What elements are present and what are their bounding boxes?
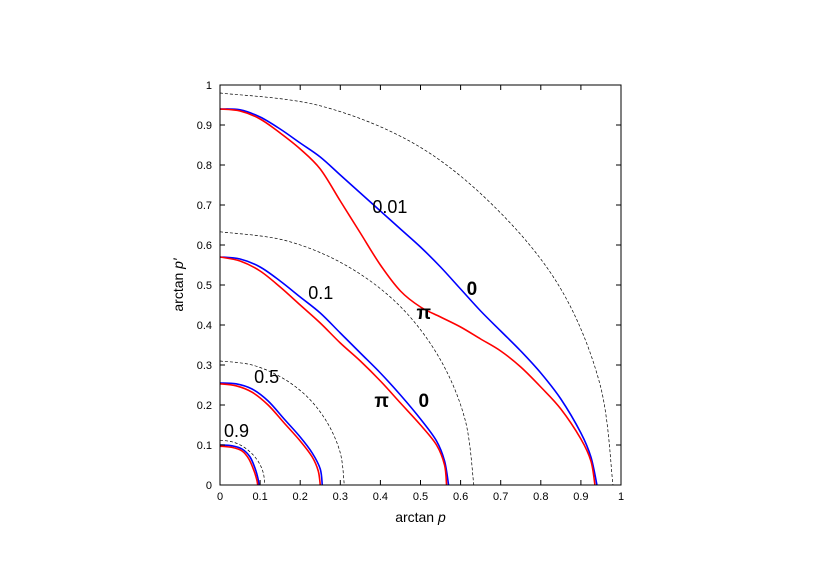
curve-zero-0_5	[219, 382, 324, 486]
x-tick-label: 1	[618, 491, 624, 503]
x-tick-label: 0.5	[413, 491, 428, 503]
y-tick-label: 0.3	[197, 360, 212, 372]
y-tick-label: 0.6	[197, 240, 212, 252]
curve-reference-0_1	[219, 231, 475, 486]
curve-pi-0_1	[219, 256, 448, 486]
curve-annotation: 0.5	[254, 367, 279, 387]
y-tick-label: 0.1	[197, 440, 212, 452]
y-tick-label: 0.7	[197, 200, 212, 212]
curve-pi-0_9	[219, 445, 259, 486]
curve-pi-0_01	[219, 108, 596, 486]
curve-reference-0_5	[219, 360, 345, 486]
x-tick-label: 0.8	[533, 491, 548, 503]
y-tick-label: 0.2	[197, 400, 212, 412]
y-tick-label: 0.4	[197, 320, 212, 332]
y-tick-label: 1	[206, 80, 212, 92]
curve-annotation: π	[416, 303, 431, 324]
curves-layer	[219, 92, 614, 486]
curve-zero-0_1	[219, 256, 450, 486]
x-tick-label: 0.2	[293, 491, 308, 503]
x-axis-label: arctan p	[395, 509, 446, 525]
curve-annotation: 0	[418, 391, 429, 412]
ticks-layer: 0 0.1 0.2 0.3 0.4 0.5 0.6 0.7 0.8 0.9 1 0 0.1 0.2 0.3 0…	[197, 80, 624, 503]
y-axis-label: arctan p′	[170, 257, 186, 312]
x-tick-label: 0	[217, 491, 223, 503]
y-tick-label: 0.9	[197, 120, 212, 132]
x-tick-label: 0.7	[493, 491, 508, 503]
curve-annotation: π	[374, 391, 389, 412]
x-tick-label: 0.4	[373, 491, 388, 503]
curve-annotation: 0.9	[224, 421, 249, 441]
y-tick-label: 0.8	[197, 160, 212, 172]
curve-reference-0_01	[219, 92, 614, 486]
y-tick-label: 0.5	[197, 280, 212, 292]
curve-pi-0_5	[219, 383, 322, 486]
curve-reference-0_9	[219, 439, 266, 486]
curve-zero-0_9	[219, 444, 260, 486]
curve-annotation: 0.1	[308, 283, 333, 303]
x-tick-label: 0.9	[573, 491, 588, 503]
curve-annotation: 0.01	[372, 197, 407, 217]
x-tick-label: 0.3	[333, 491, 348, 503]
x-tick-label: 0.1	[252, 491, 267, 503]
x-tick-label: 0.6	[453, 491, 468, 503]
annotations-layer: 0.01 0.1 0.5 0.9 0 π π 0	[224, 197, 477, 441]
curve-zero-0_01	[219, 108, 598, 486]
y-tick-label: 0	[206, 480, 212, 492]
curve-annotation: 0	[467, 279, 478, 300]
